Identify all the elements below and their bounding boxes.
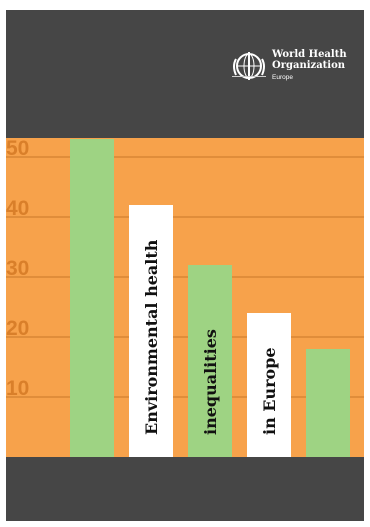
title-part-3: in Europe xyxy=(260,347,279,435)
title-part-2: inequalities xyxy=(201,329,220,435)
book-cover: World Health Organization Europe 10 20 30 4… xyxy=(6,10,364,521)
y-tick-label-30: 30 xyxy=(6,257,29,280)
y-tick-label-10: 10 xyxy=(6,377,29,400)
bar-5 xyxy=(306,349,350,457)
bar-3 xyxy=(188,265,232,457)
org-region: Europe xyxy=(272,74,293,81)
bar-2 xyxy=(129,205,173,457)
region-rule xyxy=(232,76,266,77)
bar-chart: 10 20 30 40 50 xyxy=(6,137,364,457)
chart-band: 10 20 30 40 50 xyxy=(6,137,364,457)
y-tick-label-20: 20 xyxy=(6,317,29,340)
y-tick-label-40: 40 xyxy=(6,197,29,220)
y-tick-label-50: 50 xyxy=(6,137,29,160)
org-name-line2: Organization xyxy=(272,60,346,71)
bar-4 xyxy=(247,313,291,457)
org-name-line1: World Health xyxy=(272,49,347,60)
who-emblem-icon xyxy=(233,52,265,80)
bar-1 xyxy=(70,139,114,457)
who-logo: World Health Organization Europe xyxy=(232,47,352,107)
title-part-1: Environmental health xyxy=(142,239,161,435)
org-name: World Health Organization xyxy=(272,49,352,71)
